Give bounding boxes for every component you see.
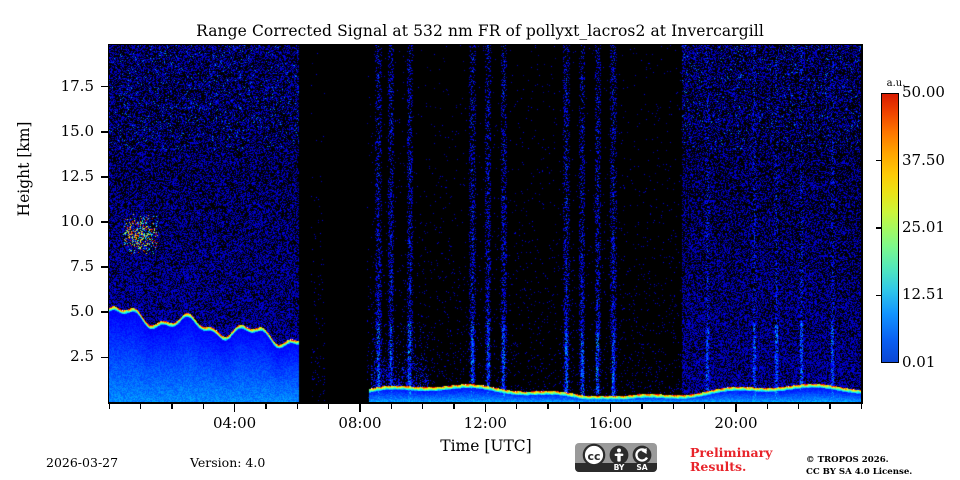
preliminary-results-notice: Preliminary Results. <box>690 446 800 474</box>
y-tick-label: 5.0 <box>70 302 94 321</box>
cc-license-badge-icon[interactable]: cc BY SA <box>575 443 657 472</box>
y-tick-label: 10.0 <box>60 211 94 230</box>
x-tick-mark-minor <box>202 404 204 409</box>
cc-badge-glyphs: cc BY SA <box>582 443 652 472</box>
x-tick-label: 16:00 <box>589 414 633 432</box>
cc-badge-by-text: BY <box>614 463 625 472</box>
x-tick-mark-minor <box>265 404 267 409</box>
x-tick-mark-minor <box>327 404 330 409</box>
y-tick-label: 7.5 <box>70 257 94 276</box>
preliminary-line-1: Preliminary <box>690 445 773 460</box>
colorbar-tick-label: 37.50 <box>902 150 945 169</box>
y-tick-label: 17.5 <box>60 76 94 95</box>
x-tick-mark-minor <box>766 404 768 409</box>
heatmap-canvas <box>109 45 861 402</box>
page-title: Range Corrected Signal at 532 nm FR of p… <box>196 22 764 40</box>
x-tick-mark-minor <box>672 404 674 409</box>
y-tick-mark <box>101 131 108 133</box>
footer-version: Version: 4.0 <box>190 455 266 470</box>
copyright-line-2: CC BY SA 4.0 License. <box>806 466 913 477</box>
x-tick-mark-minor <box>578 404 580 409</box>
x-tick-mark-minor <box>453 404 455 409</box>
x-tick-mark-minor <box>703 404 706 409</box>
x-tick-mark-minor <box>139 404 142 409</box>
copyright-line-1: © TROPOS 2026. <box>806 455 889 465</box>
y-tick-mark <box>101 311 108 313</box>
copyright-notice: © TROPOS 2026. CC BY SA 4.0 License. <box>806 455 960 478</box>
y-tick-mark <box>101 176 108 178</box>
x-tick-label: 20:00 <box>714 414 758 432</box>
x-tick-mark-major <box>233 404 236 412</box>
cc-badge-footer-bar <box>575 463 657 472</box>
y-tick-label: 12.5 <box>60 166 94 185</box>
y-axis-label: Height [km] <box>15 121 33 217</box>
x-tick-mark-minor <box>797 404 800 409</box>
x-tick-mark-minor <box>296 404 298 409</box>
x-tick-mark-major <box>735 404 737 412</box>
y-tick-label: 15.0 <box>60 121 94 140</box>
y-tick-mark <box>101 356 108 358</box>
y-tick-mark <box>101 86 108 88</box>
x-tick-mark-major <box>359 404 361 412</box>
plot-area <box>108 44 863 404</box>
colorbar-unit-label: a.u. <box>886 78 906 89</box>
x-tick-mark-minor <box>829 404 831 409</box>
x-tick-mark-minor <box>547 404 549 409</box>
colorbar-tick-label: 50.00 <box>902 83 945 101</box>
x-tick-mark-minor <box>108 404 110 409</box>
preliminary-line-2: Results. <box>690 459 747 474</box>
colorbar-tick-mark <box>876 227 881 229</box>
x-tick-label: 08:00 <box>338 414 382 432</box>
y-tick-label: 2.5 <box>70 347 94 366</box>
y-tick-mark <box>101 266 108 268</box>
x-tick-label: 04:00 <box>213 414 257 432</box>
x-axis-label: Time [UTC] <box>440 437 532 455</box>
footer-date: 2026-03-27 <box>46 455 119 470</box>
x-tick-mark-major <box>484 404 486 412</box>
colorbar-tick-mark <box>876 294 881 297</box>
colorbar-tick-label: 12.51 <box>902 285 945 304</box>
x-tick-mark-minor <box>421 404 424 409</box>
x-tick-label: 12:00 <box>463 414 507 432</box>
x-tick-mark-minor <box>860 404 862 409</box>
colorbar-tick-mark <box>876 159 881 162</box>
x-tick-mark-minor <box>515 404 518 409</box>
y-tick-mark <box>101 221 108 223</box>
cc-badge-sa-text: SA <box>636 463 647 472</box>
x-tick-mark-major <box>609 404 612 412</box>
colorbar-tick-label: 0.01 <box>902 353 936 371</box>
colorbar-tick-label: 25.01 <box>902 217 945 236</box>
x-tick-mark-minor <box>390 404 392 409</box>
colorbar-gradient <box>881 93 899 363</box>
svg-text:cc: cc <box>587 450 600 463</box>
x-tick-mark-minor <box>641 404 643 409</box>
x-tick-mark-minor <box>171 404 173 409</box>
